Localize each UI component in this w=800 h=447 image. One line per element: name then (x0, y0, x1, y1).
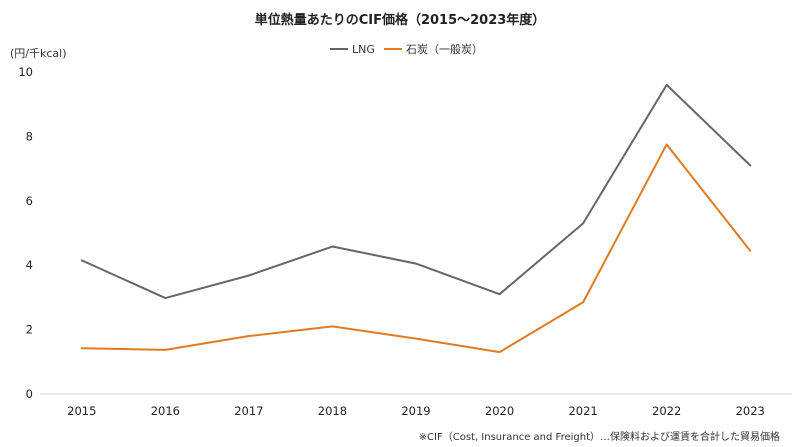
x-tick-label: 2021 (568, 404, 597, 418)
y-axis-unit-label: (円/千kcal) (10, 47, 67, 60)
y-tick-label: 10 (18, 65, 33, 79)
x-axis-ticks: 2015 2016 2017 2018 2019 2020 2021 2022 2023 (67, 404, 765, 418)
series-line-0 (80, 83, 752, 300)
y-tick-label: 6 (26, 194, 33, 208)
y-tick-label: 0 (26, 387, 33, 401)
y-axis-ticks: 0 2 4 6 8 10 (18, 65, 33, 401)
legend-label-1: 石炭（一般炭） (406, 43, 483, 56)
legend: LNG 石炭（一般炭） (330, 43, 483, 56)
series-group (80, 83, 752, 354)
x-tick-label: 2015 (67, 404, 96, 418)
y-tick-label: 2 (26, 323, 33, 337)
x-tick-label: 2017 (234, 404, 263, 418)
y-tick-label: 8 (26, 129, 33, 143)
x-tick-label: 2018 (318, 404, 347, 418)
series-line-1 (80, 143, 752, 354)
x-tick-label: 2019 (401, 404, 430, 418)
y-tick-label: 4 (26, 258, 33, 272)
x-tick-label: 2023 (736, 404, 765, 418)
x-tick-label: 2020 (485, 404, 514, 418)
legend-label-0: LNG (352, 43, 375, 56)
x-tick-label: 2016 (151, 404, 180, 418)
x-tick-label: 2022 (652, 404, 681, 418)
chart-title: 単位熱量あたりのCIF価格（2015〜2023年度） (255, 12, 546, 28)
footnote: ※CIF（Cost, Insurance and Freight）…保険料および… (419, 430, 780, 443)
